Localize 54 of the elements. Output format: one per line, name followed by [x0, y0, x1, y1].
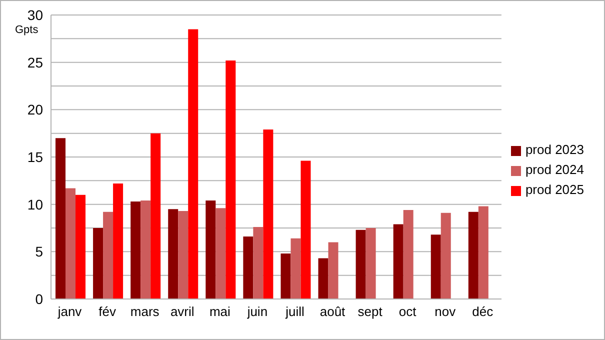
bar	[356, 230, 366, 299]
x-tick-label: déc	[472, 304, 494, 320]
bar	[440, 212, 451, 299]
x-tick-label: avril	[170, 304, 194, 320]
x-tick-label: fév	[98, 304, 116, 320]
x-tick-label: mai	[209, 304, 230, 320]
bar	[468, 212, 478, 299]
x-tick-label: juin	[246, 304, 268, 320]
bar	[280, 254, 291, 299]
x-tick-label: nov	[434, 304, 456, 320]
bar	[93, 228, 104, 299]
y-tick-label: 5	[35, 244, 44, 260]
bar	[478, 206, 488, 299]
bar	[178, 210, 188, 299]
x-tick-label: janv	[56, 304, 82, 320]
bar	[263, 130, 274, 299]
bar	[290, 238, 301, 299]
y-tick-label: 10	[27, 196, 44, 212]
legend-label: prod 2025	[525, 182, 584, 197]
bar	[393, 224, 404, 299]
bar	[150, 133, 161, 299]
y-tick-label: 30	[27, 6, 44, 23]
legend-label: prod 2023	[525, 142, 584, 157]
bar	[168, 209, 178, 299]
y-tick-label: 15	[27, 148, 44, 165]
bar	[243, 236, 254, 299]
y-tick-label: 0	[35, 290, 44, 307]
x-tick-label: mars	[130, 304, 160, 320]
bar	[253, 227, 264, 299]
x-tick-label: août	[320, 304, 346, 320]
bar	[318, 258, 328, 299]
bar	[226, 60, 236, 299]
bar	[328, 242, 338, 299]
bar	[206, 200, 216, 299]
legend-label: prod 2024	[525, 162, 584, 177]
x-tick-label: oct	[398, 304, 417, 320]
y-tick-label: 25	[27, 54, 44, 70]
bar	[430, 234, 441, 299]
bar	[113, 184, 124, 299]
bar	[188, 29, 198, 299]
bar	[56, 138, 66, 299]
bar	[66, 188, 76, 299]
bar	[216, 208, 226, 299]
x-tick-label: sept	[358, 304, 383, 320]
y-tick-label: 20	[27, 102, 44, 118]
y-axis-title: Gpts	[15, 24, 39, 36]
bar	[140, 200, 151, 299]
bar	[403, 210, 414, 299]
bar	[300, 160, 311, 299]
x-tick-label: juill	[284, 304, 304, 320]
bar	[103, 212, 114, 299]
bar	[130, 201, 141, 299]
bar	[366, 228, 376, 299]
bar	[76, 194, 86, 299]
